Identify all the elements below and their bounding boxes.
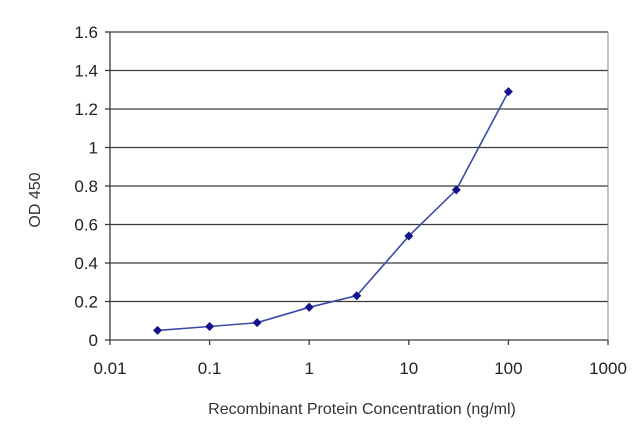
y-tick-label: 1 [89, 139, 98, 158]
data-point [352, 291, 362, 301]
y-tick-label: 0.2 [74, 293, 98, 312]
tick-labels: 0 0.2 0.4 0.6 0.8 1 1.2 1.4 1.6 0.01 0.1 1 10 100 1000 [74, 23, 627, 378]
x-tick-label: 1 [304, 359, 313, 378]
data-point [205, 322, 215, 332]
data-point [304, 302, 314, 312]
y-tick-label: 1.4 [74, 62, 98, 81]
y-tick-label: 0.6 [74, 216, 98, 235]
x-tick-label: 0.01 [93, 359, 126, 378]
y-tick-label: 1.6 [74, 23, 98, 42]
data-series [153, 87, 513, 335]
data-point [153, 325, 163, 335]
x-tick-label: 100 [494, 359, 522, 378]
axes [105, 31, 609, 345]
x-tick-label: 0.1 [198, 359, 222, 378]
x-tick-label: 10 [399, 359, 418, 378]
data-point [252, 318, 262, 328]
x-tick-label: 1000 [589, 359, 627, 378]
gridlines [110, 31, 608, 303]
y-tick-label: 1.2 [74, 100, 98, 119]
data-point [503, 87, 513, 97]
data-point [451, 185, 461, 195]
y-axis-label: OD 450 [27, 172, 44, 227]
y-tick-label: 0.4 [74, 254, 98, 273]
series-line [157, 91, 510, 332]
data-point [404, 231, 414, 241]
y-tick-label: 0 [89, 331, 98, 350]
y-tick-label: 0.8 [74, 177, 98, 196]
x-axis-label: Recombinant Protein Concentration (ng/ml… [208, 401, 516, 418]
